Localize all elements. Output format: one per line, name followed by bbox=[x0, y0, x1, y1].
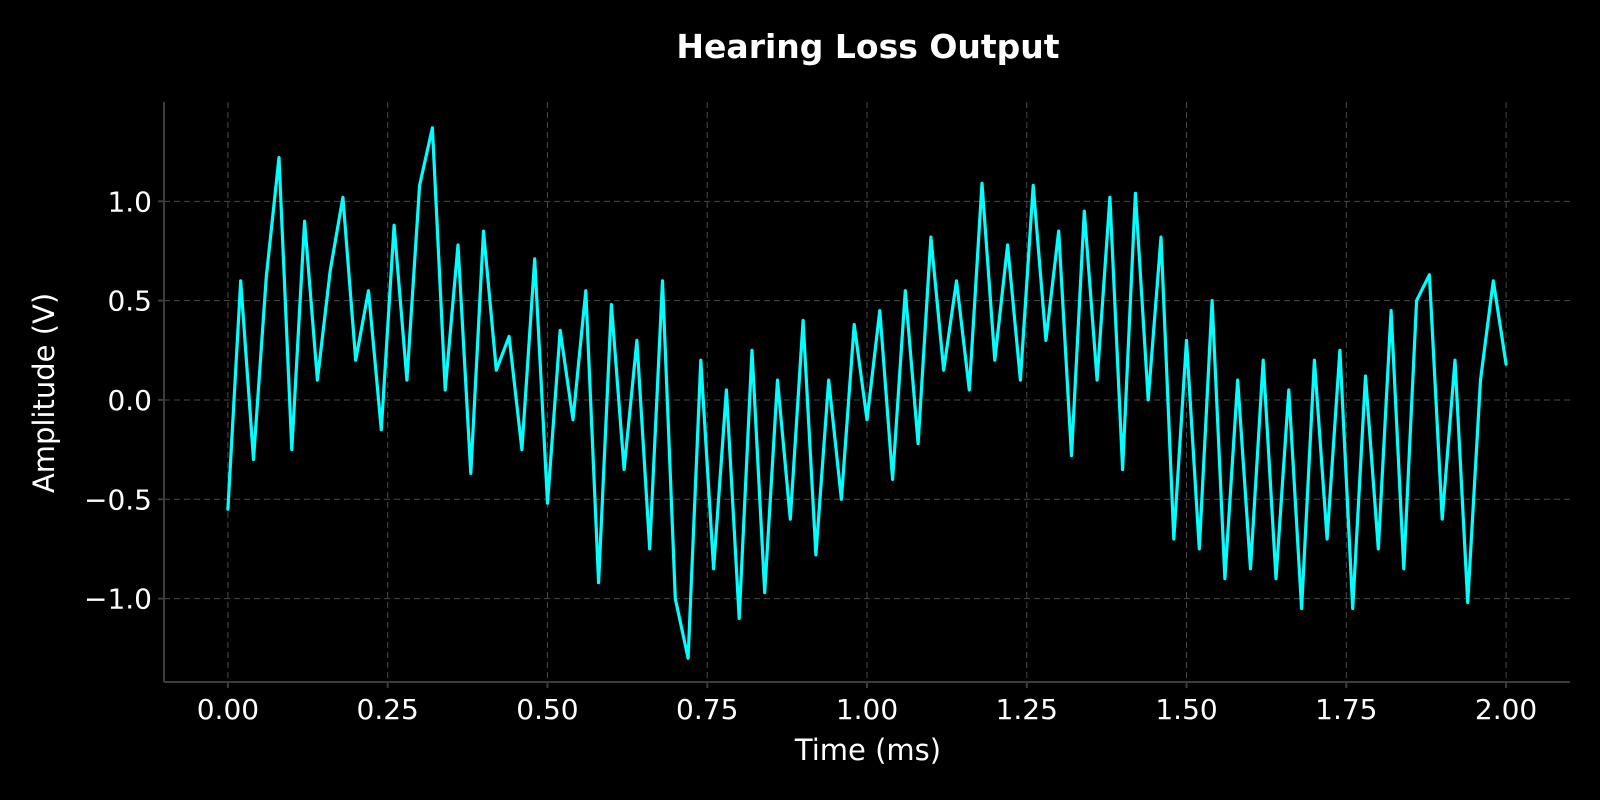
x-tick-label: 0.00 bbox=[197, 693, 259, 726]
chart-title: Hearing Loss Output bbox=[676, 27, 1059, 66]
grid-lines bbox=[164, 102, 1570, 682]
x-tick-label: 1.25 bbox=[996, 693, 1058, 726]
x-tick-labels: 0.00 0.25 0.50 0.75 1.00 1.25 1.50 1.75 2.00 bbox=[197, 682, 1537, 726]
x-tick-label: 0.25 bbox=[357, 693, 419, 726]
y-tick-labels: −1.0 −0.5 0.0 0.5 1.0 bbox=[84, 185, 164, 616]
y-tick-label: 1.0 bbox=[107, 185, 152, 218]
x-tick-label: 2.00 bbox=[1475, 693, 1537, 726]
x-tick-label: 1.00 bbox=[836, 693, 898, 726]
series-layer bbox=[226, 126, 1508, 660]
y-tick-label: −0.5 bbox=[84, 483, 152, 516]
y-tick-label: 0.0 bbox=[107, 384, 152, 417]
x-tick-label: 0.75 bbox=[676, 693, 738, 726]
y-tick-label: −1.0 bbox=[84, 583, 152, 616]
x-axis-title: Time (ms) bbox=[794, 733, 941, 767]
x-tick-label: 0.50 bbox=[516, 693, 578, 726]
y-axis-title: Amplitude (V) bbox=[27, 293, 61, 493]
x-tick-label: 1.50 bbox=[1155, 693, 1217, 726]
series-line bbox=[226, 126, 1508, 660]
x-tick-label: 1.75 bbox=[1315, 693, 1377, 726]
y-tick-label: 0.5 bbox=[107, 285, 152, 318]
